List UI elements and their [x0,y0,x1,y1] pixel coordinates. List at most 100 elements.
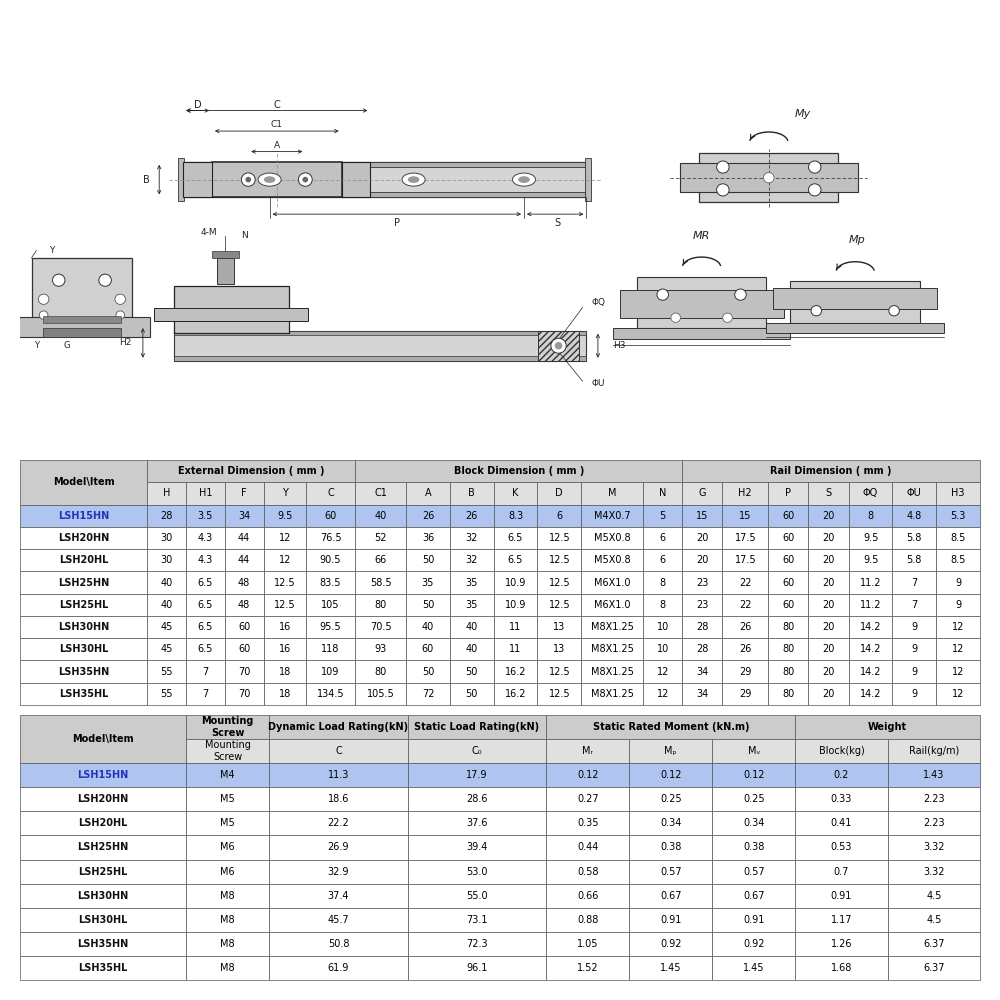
Bar [186,811,269,835]
Bar [174,331,586,361]
Text: 4-M: 4-M [200,228,217,237]
Bar [494,527,537,549]
Bar [20,932,186,956]
Text: 44: 44 [238,555,250,565]
Text: 12: 12 [952,622,964,632]
Text: C1: C1 [271,120,283,129]
Bar [888,763,980,787]
Bar [186,683,225,705]
Text: External Dimension ( mm ): External Dimension ( mm ) [178,466,324,476]
Bar [406,505,450,527]
Text: 83.5: 83.5 [320,578,341,587]
Bar [795,908,888,932]
Text: Block Dimension ( mm ): Block Dimension ( mm ) [454,466,584,476]
Bar [408,811,546,835]
Bar [355,527,406,549]
Bar [494,594,537,616]
Bar [712,956,795,980]
Bar [494,549,537,571]
Bar [768,616,808,638]
Bar [355,505,406,527]
Bar [581,638,643,660]
Bar [306,616,355,638]
Bar [892,549,936,571]
Bar [20,835,186,860]
Text: 9: 9 [911,689,917,699]
Text: 93: 93 [375,644,387,654]
Text: 0.58: 0.58 [577,867,598,877]
Circle shape [38,294,49,304]
Text: 80: 80 [375,600,387,610]
Bar [888,884,980,908]
Text: 35: 35 [466,600,478,610]
Ellipse shape [264,176,275,183]
Bar [712,763,795,787]
Bar [546,835,629,860]
Text: 6.5: 6.5 [198,644,213,654]
Text: S: S [826,488,832,498]
Text: 12.5: 12.5 [548,555,570,565]
Text: 0.27: 0.27 [577,794,599,804]
Bar [20,460,147,505]
Bar [613,328,790,339]
Text: 14.2: 14.2 [860,622,881,632]
Text: M8X1.25: M8X1.25 [591,667,634,677]
Bar [408,787,546,811]
Bar [849,616,892,638]
Text: 60: 60 [422,644,434,654]
Text: D: D [194,100,201,110]
Bar [712,739,795,763]
Bar [936,549,980,571]
Bar [643,571,682,594]
Text: 16.2: 16.2 [505,689,526,699]
Text: 13: 13 [553,622,565,632]
Text: 0.12: 0.12 [660,770,682,780]
Bar [20,527,147,549]
Bar [355,660,406,683]
Text: 9.5: 9.5 [863,533,878,543]
Text: 0.34: 0.34 [743,818,765,828]
Text: 0.12: 0.12 [743,770,765,780]
Text: 20: 20 [822,600,835,610]
Bar [892,505,936,527]
Text: 134.5: 134.5 [317,689,344,699]
Bar [147,460,355,482]
Text: 28: 28 [696,622,708,632]
Bar [768,482,808,505]
Circle shape [298,173,312,186]
Text: 20: 20 [822,533,835,543]
Text: 26: 26 [422,511,434,521]
Text: 60: 60 [782,511,794,521]
Text: 20: 20 [822,578,835,587]
Text: 12.5: 12.5 [548,689,570,699]
Text: 7: 7 [202,689,208,699]
Bar [892,683,936,705]
Text: 8: 8 [660,600,666,610]
Text: LSH35HN: LSH35HN [58,667,109,677]
Bar [450,571,494,594]
Text: LSH20HN: LSH20HN [58,533,109,543]
Bar [849,683,892,705]
Bar [408,835,546,860]
Bar [406,638,450,660]
Text: 70.5: 70.5 [370,622,392,632]
Bar [147,638,186,660]
Text: 20: 20 [822,644,835,654]
Bar [264,660,306,683]
Text: 12: 12 [657,689,669,699]
Bar [643,482,682,505]
Bar [408,956,546,980]
Bar [408,884,546,908]
Text: M5: M5 [220,818,235,828]
Text: LSH20HL: LSH20HL [59,555,108,565]
Text: H1: H1 [199,488,212,498]
Bar [888,739,980,763]
Bar [264,505,306,527]
Bar [306,638,355,660]
Text: 80: 80 [782,689,794,699]
Text: 26: 26 [739,644,751,654]
Circle shape [735,289,746,300]
Text: M8: M8 [220,891,235,901]
Bar [225,527,264,549]
Text: 11: 11 [509,644,522,654]
